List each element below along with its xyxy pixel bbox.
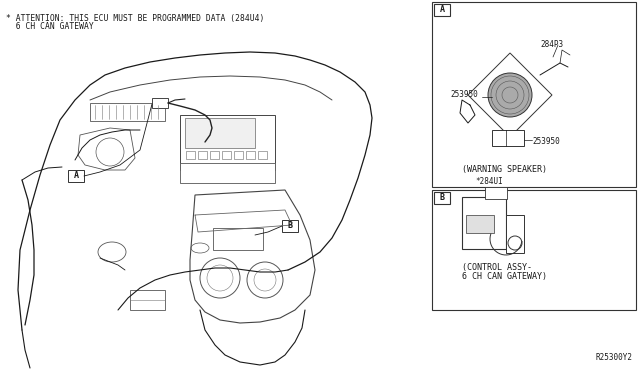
Bar [90,103,165,121]
Bar [152,98,168,108]
Bar [246,151,255,159]
Bar [485,187,507,199]
Text: 253950: 253950 [450,90,477,99]
Bar [186,151,195,159]
Bar [466,215,494,233]
Bar [68,170,84,182]
Bar [506,215,524,253]
Text: B: B [440,193,445,202]
Bar [432,190,636,310]
Text: (WARNING SPEAKER): (WARNING SPEAKER) [463,165,547,174]
Bar [434,4,450,16]
Text: 6 CH CAN GATEWAY: 6 CH CAN GATEWAY [6,22,93,31]
Text: B: B [287,221,292,231]
Bar [185,118,255,148]
Bar [492,130,524,146]
Text: 253950: 253950 [532,137,560,146]
Text: A: A [74,171,79,180]
Text: 6 CH CAN GATEWAY): 6 CH CAN GATEWAY) [462,272,547,281]
Bar [222,151,231,159]
Text: R25300Y2: R25300Y2 [595,353,632,362]
Text: A: A [440,6,445,15]
Text: * ATTENTION: THIS ECU MUST BE PROGRAMMED DATA (284U4): * ATTENTION: THIS ECU MUST BE PROGRAMMED… [6,14,264,23]
Text: (CONTROL ASSY-: (CONTROL ASSY- [462,263,532,272]
Bar [213,228,263,250]
Bar [462,197,506,249]
Bar [210,151,219,159]
Bar [198,151,207,159]
Bar [434,192,450,204]
Bar [282,220,298,232]
Bar [130,290,165,310]
Bar [234,151,243,159]
Text: *284UI: *284UI [475,177,503,186]
Circle shape [488,73,532,117]
Bar [258,151,267,159]
Bar [180,163,275,183]
Bar [432,2,636,187]
Bar [180,115,275,170]
Text: 284P3: 284P3 [540,40,563,49]
